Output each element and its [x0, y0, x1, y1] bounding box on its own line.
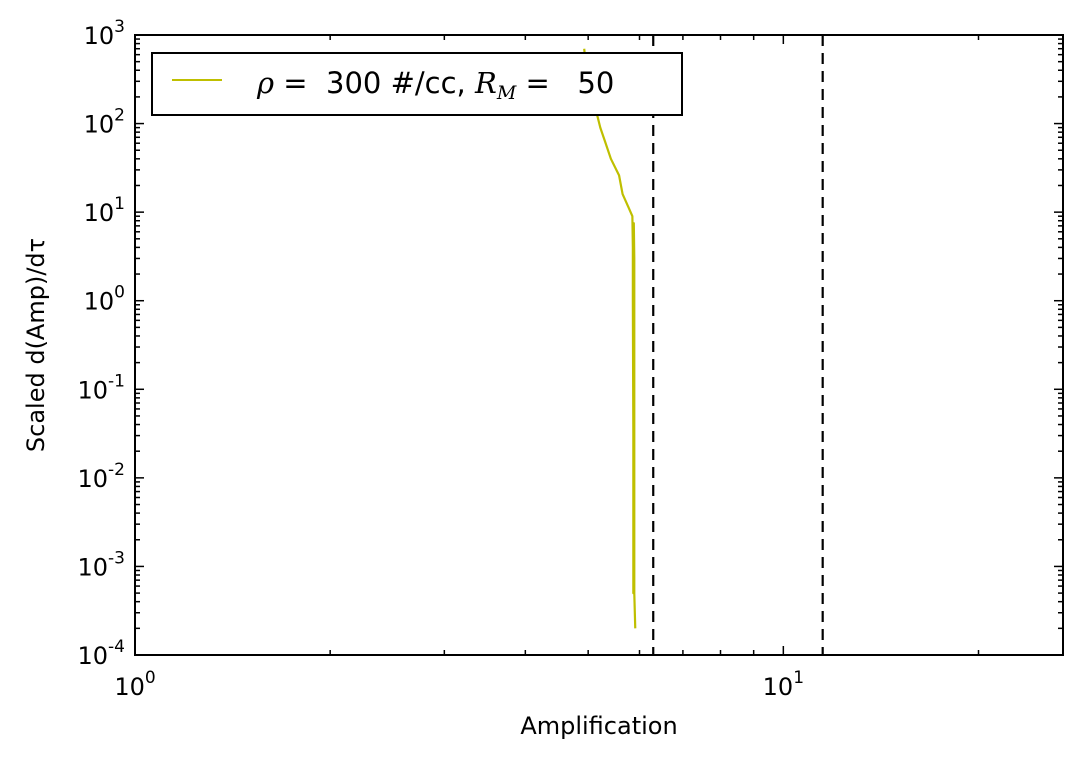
y-tick-label: 10-3	[78, 548, 126, 581]
legend-label: ρ = 300 #/cc, RM = 50	[256, 66, 614, 104]
legend-radius: = 50	[516, 66, 614, 100]
y-axis-label: Scaled d(Amp)/dτ	[22, 238, 50, 452]
legend-density: = 300 #/cc,	[274, 66, 475, 100]
x-tick-label: 100	[114, 668, 155, 701]
x-axis-label: Amplification	[520, 712, 677, 740]
tick-layer	[134, 34, 1063, 656]
legend-box	[151, 52, 683, 116]
plot-frame	[134, 34, 1064, 656]
legend-rho: ρ	[256, 66, 274, 100]
y-tick-label: 103	[84, 17, 125, 50]
y-tick-label: 101	[84, 194, 125, 227]
legend: ρ = 300 #/cc, RM = 50	[151, 52, 683, 116]
y-tick-label: 10-2	[78, 460, 126, 493]
y-tick-label: 10-1	[78, 371, 126, 404]
legend-rm-sub: M	[496, 82, 517, 104]
vline-layer	[652, 35, 824, 655]
series-line-0	[583, 48, 637, 629]
x-tick-label: 101	[763, 668, 804, 701]
series-layer	[583, 48, 637, 629]
legend-rm: R	[474, 66, 497, 100]
y-tick-label: 100	[84, 283, 125, 316]
y-tick-label: 102	[84, 106, 125, 139]
ticklabel-layer: 100 101 103 102 101 100 10-1 10-2 10-3 10-4	[78, 17, 805, 701]
y-tick-label: 10-4	[78, 637, 126, 670]
